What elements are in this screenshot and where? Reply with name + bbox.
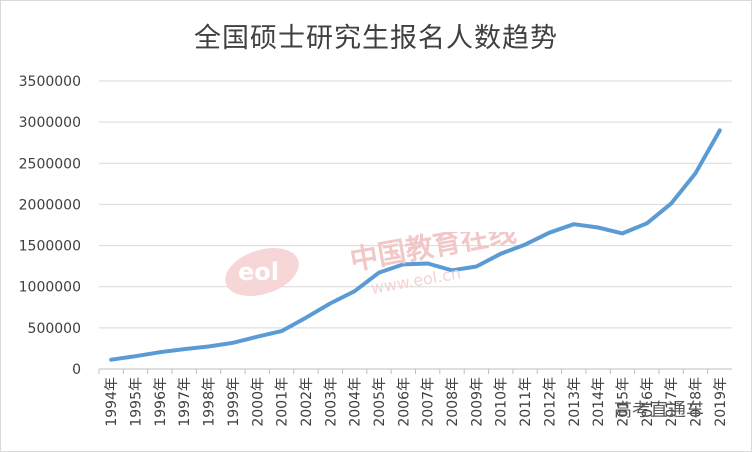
x-tick-label: 2019年 [713,377,729,427]
x-tick-label: 2015年 [615,377,631,427]
chart-title: 全国硕士研究生报名人数趋势 [194,23,558,54]
x-tick-label: 1997年 [177,377,193,427]
x-tick-label: 2004年 [348,377,364,427]
x-tick-label: 2006年 [396,377,412,427]
y-tick-labels: 0 500000 1000000 1500000 2000000 2500000 30000… [19,74,81,378]
y-tick-label: 1500000 [19,239,81,255]
x-tick-label: 1999年 [226,377,242,427]
x-tick-label: 2007年 [421,377,437,427]
gridlines [99,80,732,370]
x-tick-label: 2014年 [591,377,607,427]
y-tick-label: 3000000 [19,115,81,131]
x-tick-label: 2018年 [688,377,704,427]
x-tick-label: 2010年 [494,377,510,427]
series-line [109,128,722,362]
x-tick-label: 1994年 [104,377,120,427]
x-tick-label: 2009年 [469,377,485,427]
y-tick-label: 2000000 [19,197,81,213]
x-tick-label: 1995年 [129,377,145,427]
x-tick-label: 2000年 [250,377,266,427]
watermark: eol 中国教育在线 www.eol.cn [222,232,552,304]
x-tick-label: 2016年 [640,377,656,427]
x-tick-label: 2005年 [372,377,388,427]
x-tick-label: 1998年 [202,377,218,427]
x-tick-label: 2003年 [323,377,339,427]
watermark-logo-text: eol [238,258,279,286]
credit-text: 高考直通车 [614,400,704,421]
x-tick-label: 2012年 [542,377,558,427]
x-tick-label: 2008年 [445,377,461,427]
y-tick-label: 1000000 [19,280,81,296]
x-tick-label: 2001年 [275,377,291,427]
x-tick-label: 2002年 [299,377,315,427]
y-tick-label: 3500000 [19,74,81,90]
watermark-logo-icon [225,248,299,296]
x-tick-labels: 1994年 1995年 1996年 1997年 1998年 1999年 2000年 2001年… [98,369,729,427]
x-tick-label: 2013年 [567,377,583,427]
y-tick-label: 0 [72,362,81,378]
x-tick-label: 2017年 [664,377,680,427]
x-tick-label: 1996年 [153,377,169,427]
y-tick-label: 2500000 [19,156,81,172]
y-tick-label: 500000 [28,321,81,337]
x-tick-label: 2011年 [518,377,534,427]
